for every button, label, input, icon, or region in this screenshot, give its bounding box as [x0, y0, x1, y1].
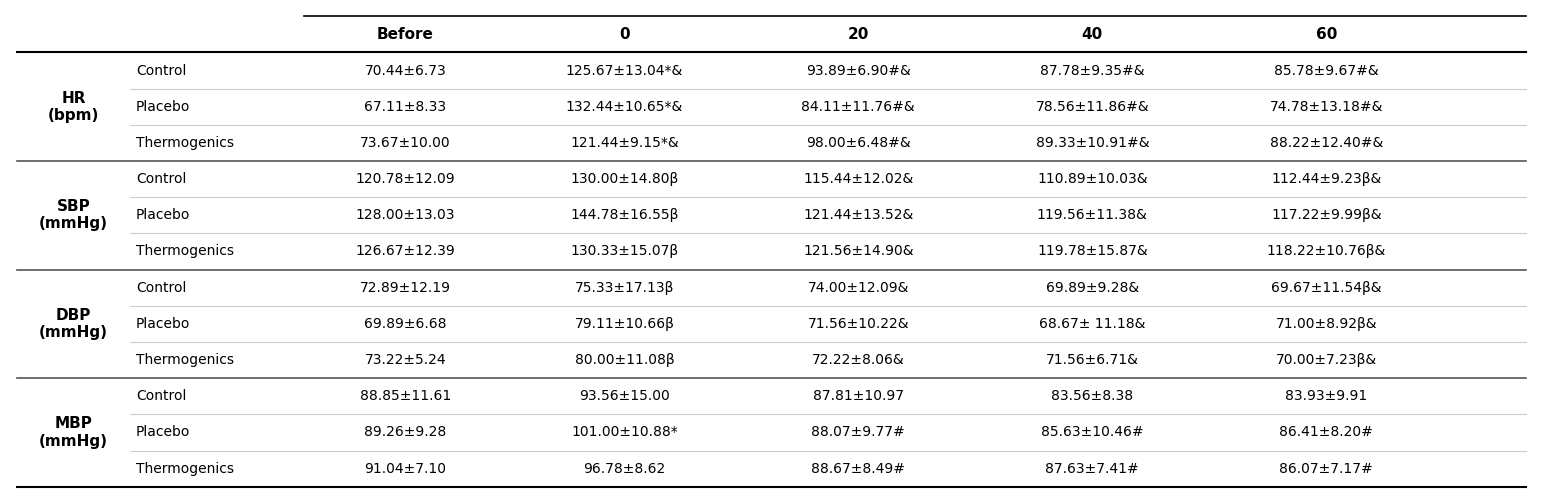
Text: 0: 0	[619, 27, 630, 42]
Text: 120.78±12.09: 120.78±12.09	[355, 172, 455, 186]
Text: Before: Before	[376, 27, 434, 42]
Text: 87.78±9.35#&: 87.78±9.35#&	[1040, 64, 1145, 78]
Text: 83.56±8.38: 83.56±8.38	[1051, 389, 1133, 403]
Text: 112.44±9.23β&: 112.44±9.23β&	[1271, 172, 1381, 186]
Text: 125.67±13.04*&: 125.67±13.04*&	[566, 64, 684, 78]
Text: DBP
(mmHg): DBP (mmHg)	[39, 308, 108, 340]
Text: 74.78±13.18#&: 74.78±13.18#&	[1270, 100, 1383, 114]
Text: 88.67±8.49#: 88.67±8.49#	[812, 462, 906, 476]
Text: 91.04±7.10: 91.04±7.10	[364, 462, 446, 476]
Text: 118.22±10.76β&: 118.22±10.76β&	[1267, 245, 1386, 258]
Text: 85.78±9.67#&: 85.78±9.67#&	[1275, 64, 1378, 78]
Text: 89.26±9.28: 89.26±9.28	[364, 425, 446, 439]
Text: SBP
(mmHg): SBP (mmHg)	[39, 199, 108, 232]
Text: 67.11±8.33: 67.11±8.33	[364, 100, 446, 114]
Text: 20: 20	[847, 27, 869, 42]
Text: 71.00±8.92β&: 71.00±8.92β&	[1276, 317, 1376, 331]
Text: 93.89±6.90#&: 93.89±6.90#&	[805, 64, 910, 78]
Text: 119.56±11.38&: 119.56±11.38&	[1037, 208, 1148, 222]
Text: 79.11±10.66β: 79.11±10.66β	[574, 317, 674, 331]
Text: 78.56±11.86#&: 78.56±11.86#&	[1035, 100, 1150, 114]
Text: 71.56±6.71&: 71.56±6.71&	[1046, 353, 1139, 367]
Text: Thermogenics: Thermogenics	[136, 353, 235, 367]
Text: 69.89±9.28&: 69.89±9.28&	[1046, 281, 1139, 295]
Text: 89.33±10.91#&: 89.33±10.91#&	[1035, 136, 1150, 150]
Text: Placebo: Placebo	[136, 100, 190, 114]
Text: 74.00±12.09&: 74.00±12.09&	[807, 281, 909, 295]
Text: 121.56±14.90&: 121.56±14.90&	[802, 245, 913, 258]
Text: 88.07±9.77#: 88.07±9.77#	[812, 425, 906, 439]
Text: Placebo: Placebo	[136, 317, 190, 331]
Text: Control: Control	[136, 172, 187, 186]
Text: 87.81±10.97: 87.81±10.97	[813, 389, 904, 403]
Text: 86.07±7.17#: 86.07±7.17#	[1279, 462, 1373, 476]
Text: Thermogenics: Thermogenics	[136, 245, 235, 258]
Text: 86.41±8.20#: 86.41±8.20#	[1279, 425, 1373, 439]
Text: 101.00±10.88*: 101.00±10.88*	[571, 425, 677, 439]
Text: 132.44±10.65*&: 132.44±10.65*&	[566, 100, 684, 114]
Text: 60: 60	[1316, 27, 1336, 42]
Text: 83.93±9.91: 83.93±9.91	[1285, 389, 1367, 403]
Text: 128.00±13.03: 128.00±13.03	[356, 208, 455, 222]
Text: 70.44±6.73: 70.44±6.73	[364, 64, 446, 78]
Text: 69.89±6.68: 69.89±6.68	[364, 317, 447, 331]
Text: 126.67±12.39: 126.67±12.39	[355, 245, 455, 258]
Text: 88.85±11.61: 88.85±11.61	[360, 389, 451, 403]
Text: 69.67±11.54β&: 69.67±11.54β&	[1271, 281, 1381, 295]
Text: 96.78±8.62: 96.78±8.62	[583, 462, 665, 476]
Text: Placebo: Placebo	[136, 208, 190, 222]
Text: 70.00±7.23β&: 70.00±7.23β&	[1276, 353, 1376, 367]
Text: 73.22±5.24: 73.22±5.24	[364, 353, 446, 367]
Text: 98.00±6.48#&: 98.00±6.48#&	[805, 136, 910, 150]
Text: 121.44±9.15*&: 121.44±9.15*&	[569, 136, 679, 150]
Text: 110.89±10.03&: 110.89±10.03&	[1037, 172, 1148, 186]
Text: 72.89±12.19: 72.89±12.19	[360, 281, 451, 295]
Text: 84.11±11.76#&: 84.11±11.76#&	[801, 100, 915, 114]
Text: 40: 40	[1082, 27, 1103, 42]
Text: 119.78±15.87&: 119.78±15.87&	[1037, 245, 1148, 258]
Text: MBP
(mmHg): MBP (mmHg)	[39, 416, 108, 449]
Text: 115.44±12.02&: 115.44±12.02&	[804, 172, 913, 186]
Text: 75.33±17.13β: 75.33±17.13β	[574, 281, 674, 295]
Text: 71.56±10.22&: 71.56±10.22&	[807, 317, 909, 331]
Text: 130.33±15.07β: 130.33±15.07β	[571, 245, 679, 258]
Text: Thermogenics: Thermogenics	[136, 462, 235, 476]
Text: 80.00±11.08β: 80.00±11.08β	[574, 353, 674, 367]
Text: 87.63±7.41#: 87.63±7.41#	[1045, 462, 1139, 476]
Text: Control: Control	[136, 64, 187, 78]
Text: 73.67±10.00: 73.67±10.00	[360, 136, 451, 150]
Text: 121.44±13.52&: 121.44±13.52&	[804, 208, 913, 222]
Text: Control: Control	[136, 281, 187, 295]
Text: Control: Control	[136, 389, 187, 403]
Text: Placebo: Placebo	[136, 425, 190, 439]
Text: 72.22±8.06&: 72.22±8.06&	[812, 353, 904, 367]
Text: 117.22±9.99β&: 117.22±9.99β&	[1271, 208, 1381, 222]
Text: Thermogenics: Thermogenics	[136, 136, 235, 150]
Text: 144.78±16.55β: 144.78±16.55β	[571, 208, 679, 222]
Text: 85.63±10.46#: 85.63±10.46#	[1042, 425, 1143, 439]
Text: 68.67± 11.18&: 68.67± 11.18&	[1038, 317, 1145, 331]
Text: HR
(bpm): HR (bpm)	[48, 91, 99, 123]
Text: 93.56±15.00: 93.56±15.00	[579, 389, 670, 403]
Text: 88.22±12.40#&: 88.22±12.40#&	[1270, 136, 1383, 150]
Text: 130.00±14.80β: 130.00±14.80β	[571, 172, 679, 186]
